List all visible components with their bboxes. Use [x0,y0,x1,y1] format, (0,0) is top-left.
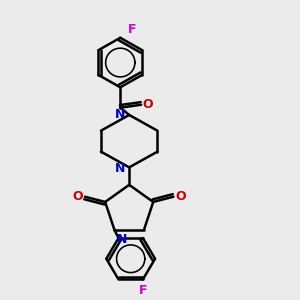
Text: N: N [115,162,126,175]
Text: O: O [142,98,153,111]
Text: F: F [128,23,136,36]
Text: N: N [117,233,127,246]
Text: F: F [139,284,147,297]
Text: N: N [115,108,126,121]
Text: O: O [175,190,185,203]
Text: O: O [73,190,83,203]
